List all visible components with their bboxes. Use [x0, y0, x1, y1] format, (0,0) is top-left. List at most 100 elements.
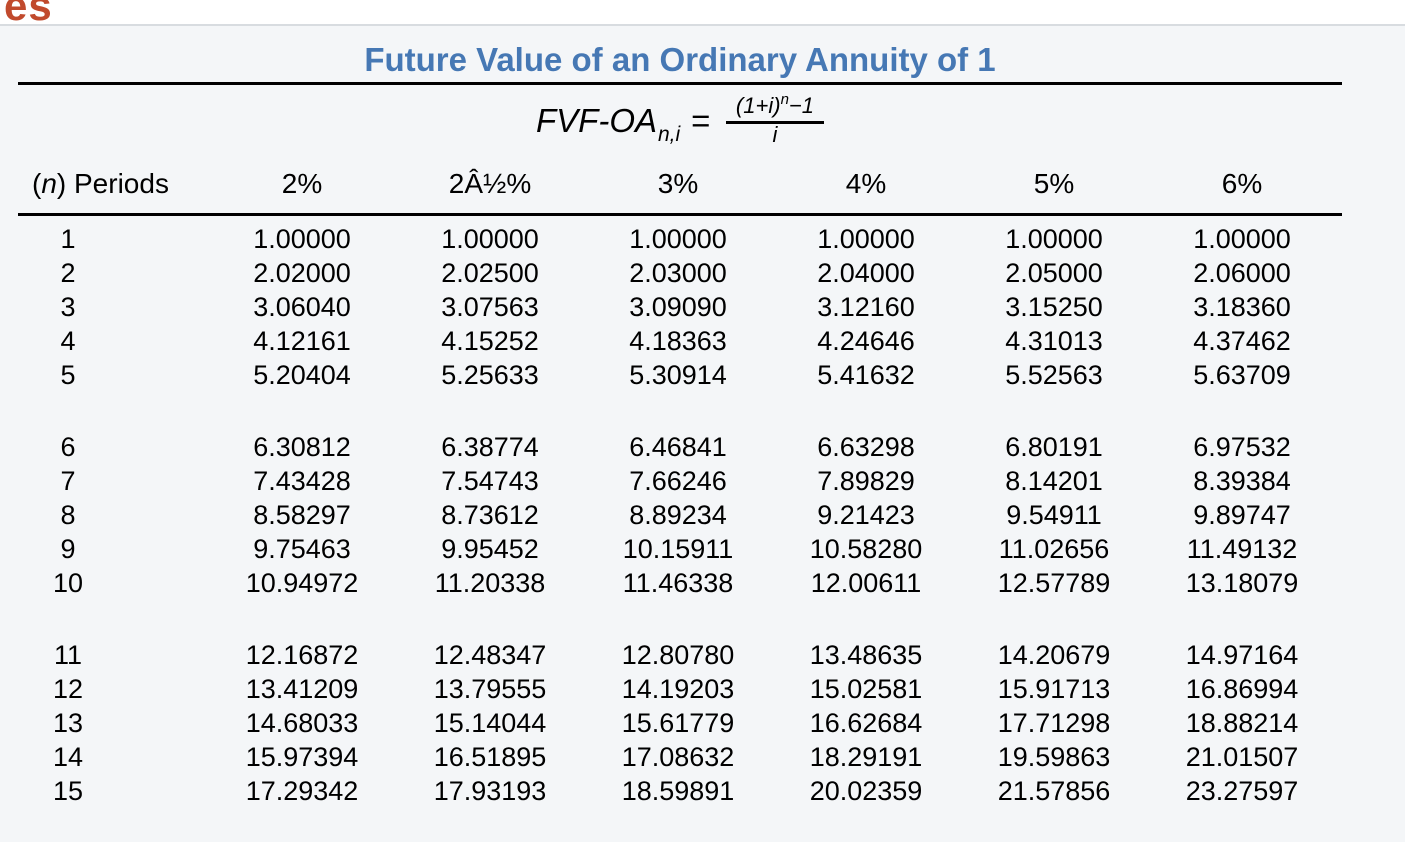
period-cell: 2 — [18, 256, 208, 290]
value-cell: 20.02359 — [809, 776, 923, 806]
value-cell: 14.19203 — [621, 674, 735, 704]
numerator-tail: −1 — [788, 93, 814, 118]
value-cell: 16.62684 — [809, 708, 923, 738]
table-row: 8 8.58297 8.73612 8.89234 9.21423 9.5491… — [18, 498, 1342, 532]
table-row: 14 15.97394 16.51895 17.08632 18.29191 1… — [18, 740, 1342, 774]
table-panel: Future Value of an Ordinary Annuity of 1… — [0, 24, 1405, 842]
period-value: 12 — [52, 674, 84, 704]
periods-label: ) Periods — [56, 168, 169, 199]
value-cell: 15.02581 — [809, 674, 923, 704]
value-cell: 2.03000 — [629, 258, 727, 288]
value-cell: 12.48347 — [433, 640, 547, 670]
period-cell: 12 — [18, 672, 208, 706]
period-cell: 1 — [18, 222, 208, 256]
value-cell: 9.95452 — [441, 534, 539, 564]
row-group: 11 12.16872 12.48347 12.80780 13.48635 1… — [18, 638, 1342, 808]
value-cell: 5.30914 — [629, 360, 727, 390]
value-cell: 11.02656 — [998, 534, 1110, 564]
table-row: 2 2.02000 2.02500 2.03000 2.04000 2.0500… — [18, 256, 1342, 290]
numerator-exponent: n — [780, 91, 789, 108]
value-cell: 13.18079 — [1185, 568, 1299, 598]
value-cell: 9.89747 — [1193, 500, 1291, 530]
value-cell: 1.00000 — [441, 224, 539, 254]
numerator-variable: i — [768, 93, 774, 118]
value-cell: 3.18360 — [1193, 292, 1291, 322]
numerator-close: ) — [773, 93, 781, 118]
value-cell: 19.59863 — [997, 742, 1111, 772]
value-cell: 8.14201 — [1005, 466, 1103, 496]
table-row: 3 3.06040 3.07563 3.09090 3.12160 3.1525… — [18, 290, 1342, 324]
formula-name: FVF-OA — [536, 101, 657, 139]
period-value: 10 — [52, 568, 84, 598]
value-cell: 5.63709 — [1193, 360, 1291, 390]
header-cell-rate: 2% — [281, 168, 323, 199]
table-row: 11 12.16872 12.48347 12.80780 13.48635 1… — [18, 638, 1342, 672]
row-group: 6 6.30812 6.38774 6.46841 6.63298 6.8019… — [18, 430, 1342, 600]
value-cell: 4.31013 — [1005, 326, 1103, 356]
value-cell: 14.97164 — [1185, 640, 1299, 670]
period-value: 11 — [53, 640, 83, 670]
period-value: 2 — [60, 258, 76, 288]
value-cell: 17.71298 — [997, 708, 1111, 738]
value-cell: 7.43428 — [253, 466, 351, 496]
value-cell: 4.18363 — [629, 326, 727, 356]
fraction-denominator: i — [772, 122, 778, 147]
value-cell: 1.00000 — [629, 224, 727, 254]
value-cell: 3.09090 — [629, 292, 727, 322]
value-cell: 14.68033 — [245, 708, 359, 738]
value-cell: 9.75463 — [253, 534, 351, 564]
period-value: 1 — [60, 224, 76, 254]
value-cell: 18.88214 — [1185, 708, 1299, 738]
value-cell: 2.05000 — [1005, 258, 1103, 288]
value-cell: 6.63298 — [817, 432, 915, 462]
value-cell: 15.14044 — [433, 708, 547, 738]
value-cell: 3.15250 — [1005, 292, 1103, 322]
header-underline — [18, 213, 1342, 216]
value-cell: 13.41209 — [245, 674, 359, 704]
formula-fraction: (1+i)n−1 i — [725, 91, 824, 148]
value-cell: 4.15252 — [441, 326, 539, 356]
period-value: 13 — [52, 708, 84, 738]
table-row: 13 14.68033 15.14044 15.61779 16.62684 1… — [18, 706, 1342, 740]
value-cell: 3.12160 — [817, 292, 915, 322]
header-cell-rate: 6% — [1221, 168, 1263, 199]
value-cell: 6.30812 — [253, 432, 351, 462]
table-row: 5 5.20404 5.25633 5.30914 5.41632 5.5256… — [18, 358, 1342, 392]
period-cell: 4 — [18, 324, 208, 358]
value-cell: 21.57856 — [997, 776, 1111, 806]
value-cell: 7.66246 — [629, 466, 727, 496]
value-cell: 4.37462 — [1193, 326, 1291, 356]
value-cell: 15.61779 — [621, 708, 735, 738]
table-header-row: (n) Periods 2% 2Â½% 3% 4% 5% 6% — [18, 164, 1342, 204]
formula-equals: = — [690, 101, 710, 139]
period-value: 6 — [60, 432, 76, 462]
table-row: 12 13.41209 13.79555 14.19203 15.02581 1… — [18, 672, 1342, 706]
value-cell: 10.15911 — [622, 534, 734, 564]
value-cell: 3.07563 — [441, 292, 539, 322]
period-cell: 11 — [18, 638, 208, 672]
value-cell: 21.01507 — [1185, 742, 1299, 772]
period-cell: 5 — [18, 358, 208, 392]
table-title: Future Value of an Ordinary Annuity of 1 — [364, 41, 996, 78]
period-cell: 13 — [18, 706, 208, 740]
period-value: 3 — [60, 292, 76, 322]
value-cell: 6.46841 — [629, 432, 727, 462]
period-cell: 6 — [18, 430, 208, 464]
table-row: 4 4.12161 4.15252 4.18363 4.24646 4.3101… — [18, 324, 1342, 358]
value-cell: 23.27597 — [1185, 776, 1299, 806]
table-row: 10 10.94972 11.20338 11.46338 12.00611 1… — [18, 566, 1342, 600]
value-cell: 1.00000 — [1005, 224, 1103, 254]
value-cell: 11.49132 — [1186, 534, 1298, 564]
value-cell: 2.02000 — [253, 258, 351, 288]
value-cell: 1.00000 — [1193, 224, 1291, 254]
fraction-numerator: (1+i)n−1 — [725, 91, 824, 124]
formula-lhs: FVF-OAn,i = — [536, 101, 710, 146]
value-cell: 16.51895 — [433, 742, 547, 772]
period-cell: 9 — [18, 532, 208, 566]
period-value: 8 — [60, 500, 76, 530]
value-cell: 6.97532 — [1193, 432, 1291, 462]
numerator-open: (1+ — [735, 93, 769, 118]
value-cell: 2.06000 — [1193, 258, 1291, 288]
value-cell: 12.80780 — [621, 640, 735, 670]
value-cell: 8.73612 — [441, 500, 539, 530]
